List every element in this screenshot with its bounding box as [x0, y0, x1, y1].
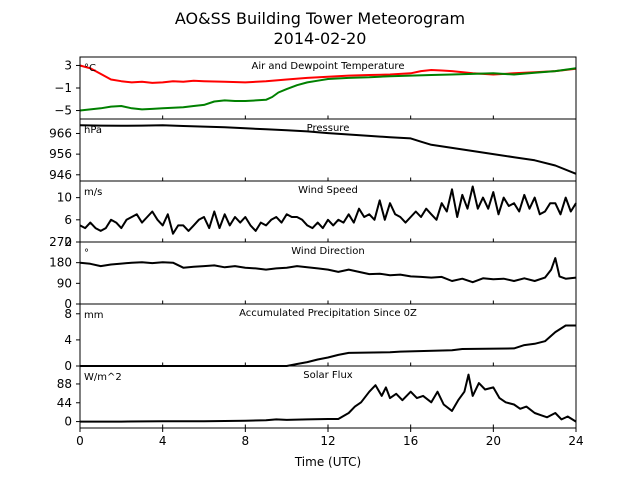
panel-4: 8 4 0 mm Accumulated Precipitation Since 0Z [64, 303, 577, 373]
panel-2-title: Wind Speed [298, 185, 358, 196]
panel-5-ytick-label-1: 44 [57, 396, 72, 410]
x-tick-label-3: 12 [320, 434, 335, 448]
panel-1: 966 956 946 hPa Pressure [49, 118, 577, 182]
panel-3-unit-label: ° [84, 248, 89, 259]
panel-5-series-0 [80, 373, 577, 423]
panel-2-ytick-label-1: 6 [64, 213, 72, 227]
panel-2-series-0 [79, 185, 577, 235]
x-tick-label-0: 0 [76, 434, 84, 448]
panel-4-title: Accumulated Precipitation Since 0Z [239, 308, 417, 319]
panel-0-ytick-label-2: −5 [54, 104, 72, 118]
x-tick-label-2: 8 [242, 434, 250, 448]
x-tick-label-1: 4 [159, 434, 167, 448]
x-axis-label: Time (UTC) [294, 455, 361, 469]
panel-3: 270 180 90 0 ° Wind Direction [49, 235, 577, 311]
panel-5-ytick-label-2: 0 [64, 415, 72, 429]
panel-1-unit-label: hPa [84, 125, 102, 136]
x-tick-label-6: 24 [568, 434, 583, 448]
panel-1-ytick-label-0: 966 [49, 126, 72, 140]
panels-group: 3 −1 −5 °C Air and Dewpoint Temperature 966 95… [49, 56, 577, 429]
x-axis: 0 4 8 12 16 20 24 [76, 428, 584, 448]
panel-1-ytick-label-2: 946 [49, 168, 72, 182]
panel-3-ytick-label-1: 180 [49, 256, 72, 270]
x-tick-label-4: 16 [403, 434, 418, 448]
panel-2-ytick-label-0: 10 [57, 191, 72, 205]
panel-4-unit-label: mm [84, 310, 103, 321]
panel-4-ytick-label-1: 4 [64, 333, 72, 347]
panel-0-ytick-label-0: 3 [64, 58, 72, 72]
panel-4-ytick-label-2: 0 [64, 359, 72, 373]
panel-0-ytick-label-1: −1 [54, 81, 72, 95]
x-tick-label-5: 20 [486, 434, 501, 448]
panel-2: 10 6 2 m/s Wind Speed [57, 180, 577, 249]
panel-4-series-0 [80, 324, 576, 367]
panel-0: 3 −1 −5 °C Air and Dewpoint Temperature [54, 56, 577, 120]
panel-2-unit-label: m/s [84, 187, 102, 198]
panel-3-series-0 [79, 257, 577, 284]
panel-3-ytick-label-3: 0 [64, 297, 72, 311]
panel-1-series-0 [79, 124, 577, 175]
panel-3-ytick-label-0: 270 [49, 235, 72, 249]
panel-0-title: Air and Dewpoint Temperature [252, 61, 405, 72]
figure-title-line2: 2014-02-20 [274, 29, 367, 48]
panel-2-ytick-label-2: 2 [64, 235, 72, 249]
panel-5-unit-label: W/m^2 [84, 372, 122, 383]
panel-0-series-1 [79, 67, 577, 112]
figure-title-line1: AO&SS Building Tower Meteorogram [175, 9, 465, 28]
panel-0-series-0 [79, 64, 577, 84]
panel-5: 88 44 0 W/m^2 Solar Flux [57, 365, 577, 429]
panel-1-title: Pressure [307, 123, 350, 134]
panel-0-unit-label: °C [84, 63, 96, 74]
panel-3-title: Wind Direction [291, 246, 365, 257]
panel-5-ytick-label-0: 88 [57, 377, 72, 391]
panel-5-title: Solar Flux [303, 370, 353, 381]
panel-4-ytick-label-0: 8 [64, 307, 72, 321]
panel-3-ytick-label-2: 90 [57, 276, 72, 290]
panel-1-ytick-label-1: 956 [49, 147, 72, 161]
